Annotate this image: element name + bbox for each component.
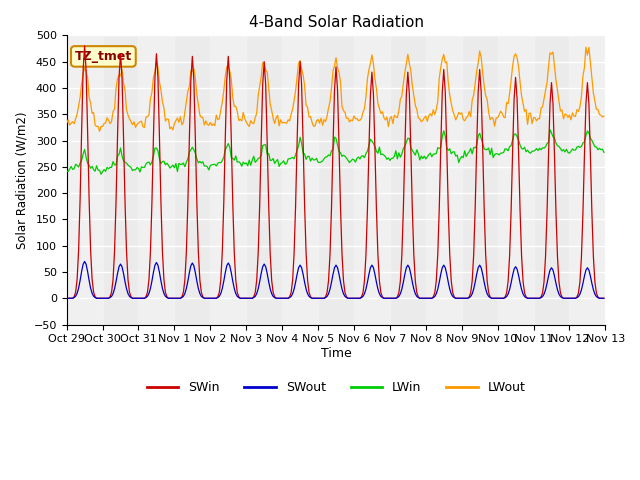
SWout <box>130 295 138 301</box>
Bar <box>282 36 318 324</box>
Line: SWout: SWout <box>67 262 604 298</box>
SWin <box>130 295 138 301</box>
LWin <box>573 144 580 150</box>
LWout <box>225 64 232 70</box>
SWin <box>225 53 232 59</box>
LWin <box>225 141 232 146</box>
LWin <box>130 167 138 173</box>
Line: LWin: LWin <box>67 130 604 174</box>
Bar <box>354 36 390 324</box>
SWin <box>243 295 250 301</box>
SWout <box>243 295 250 301</box>
LWout <box>96 129 104 134</box>
SWout <box>572 295 579 301</box>
Title: 4-Band Solar Radiation: 4-Band Solar Radiation <box>248 15 424 30</box>
LWout <box>252 115 259 120</box>
SWin <box>81 43 88 49</box>
SWin <box>252 289 259 295</box>
SWin <box>63 295 70 301</box>
Bar <box>570 36 605 324</box>
LWout <box>572 114 579 120</box>
LWin <box>97 171 105 177</box>
Bar <box>67 36 102 324</box>
LWin <box>300 150 307 156</box>
SWout <box>600 295 608 301</box>
LWout <box>582 44 590 50</box>
LWout <box>243 119 250 125</box>
LWin <box>63 168 70 174</box>
LWout <box>130 119 138 125</box>
Legend: SWin, SWout, LWin, LWout: SWin, SWout, LWin, LWout <box>141 376 531 399</box>
LWin <box>600 149 608 155</box>
LWout <box>63 120 70 126</box>
Bar <box>138 36 174 324</box>
X-axis label: Time: Time <box>321 347 351 360</box>
Line: SWin: SWin <box>67 46 604 298</box>
SWout <box>63 295 70 301</box>
SWout <box>81 259 88 264</box>
Y-axis label: Solar Radiation (W/m2): Solar Radiation (W/m2) <box>15 111 28 249</box>
Text: TZ_tmet: TZ_tmet <box>75 50 132 63</box>
SWout <box>225 260 232 266</box>
SWout <box>300 271 307 277</box>
LWin <box>252 159 259 165</box>
SWin <box>600 295 608 301</box>
LWin <box>546 127 554 132</box>
Bar <box>498 36 534 324</box>
Line: LWout: LWout <box>67 47 604 132</box>
LWout <box>300 72 307 78</box>
LWout <box>600 113 608 119</box>
Bar <box>426 36 461 324</box>
Bar <box>211 36 246 324</box>
SWin <box>300 139 307 144</box>
SWout <box>252 293 259 299</box>
LWin <box>243 160 250 166</box>
SWin <box>572 295 579 301</box>
